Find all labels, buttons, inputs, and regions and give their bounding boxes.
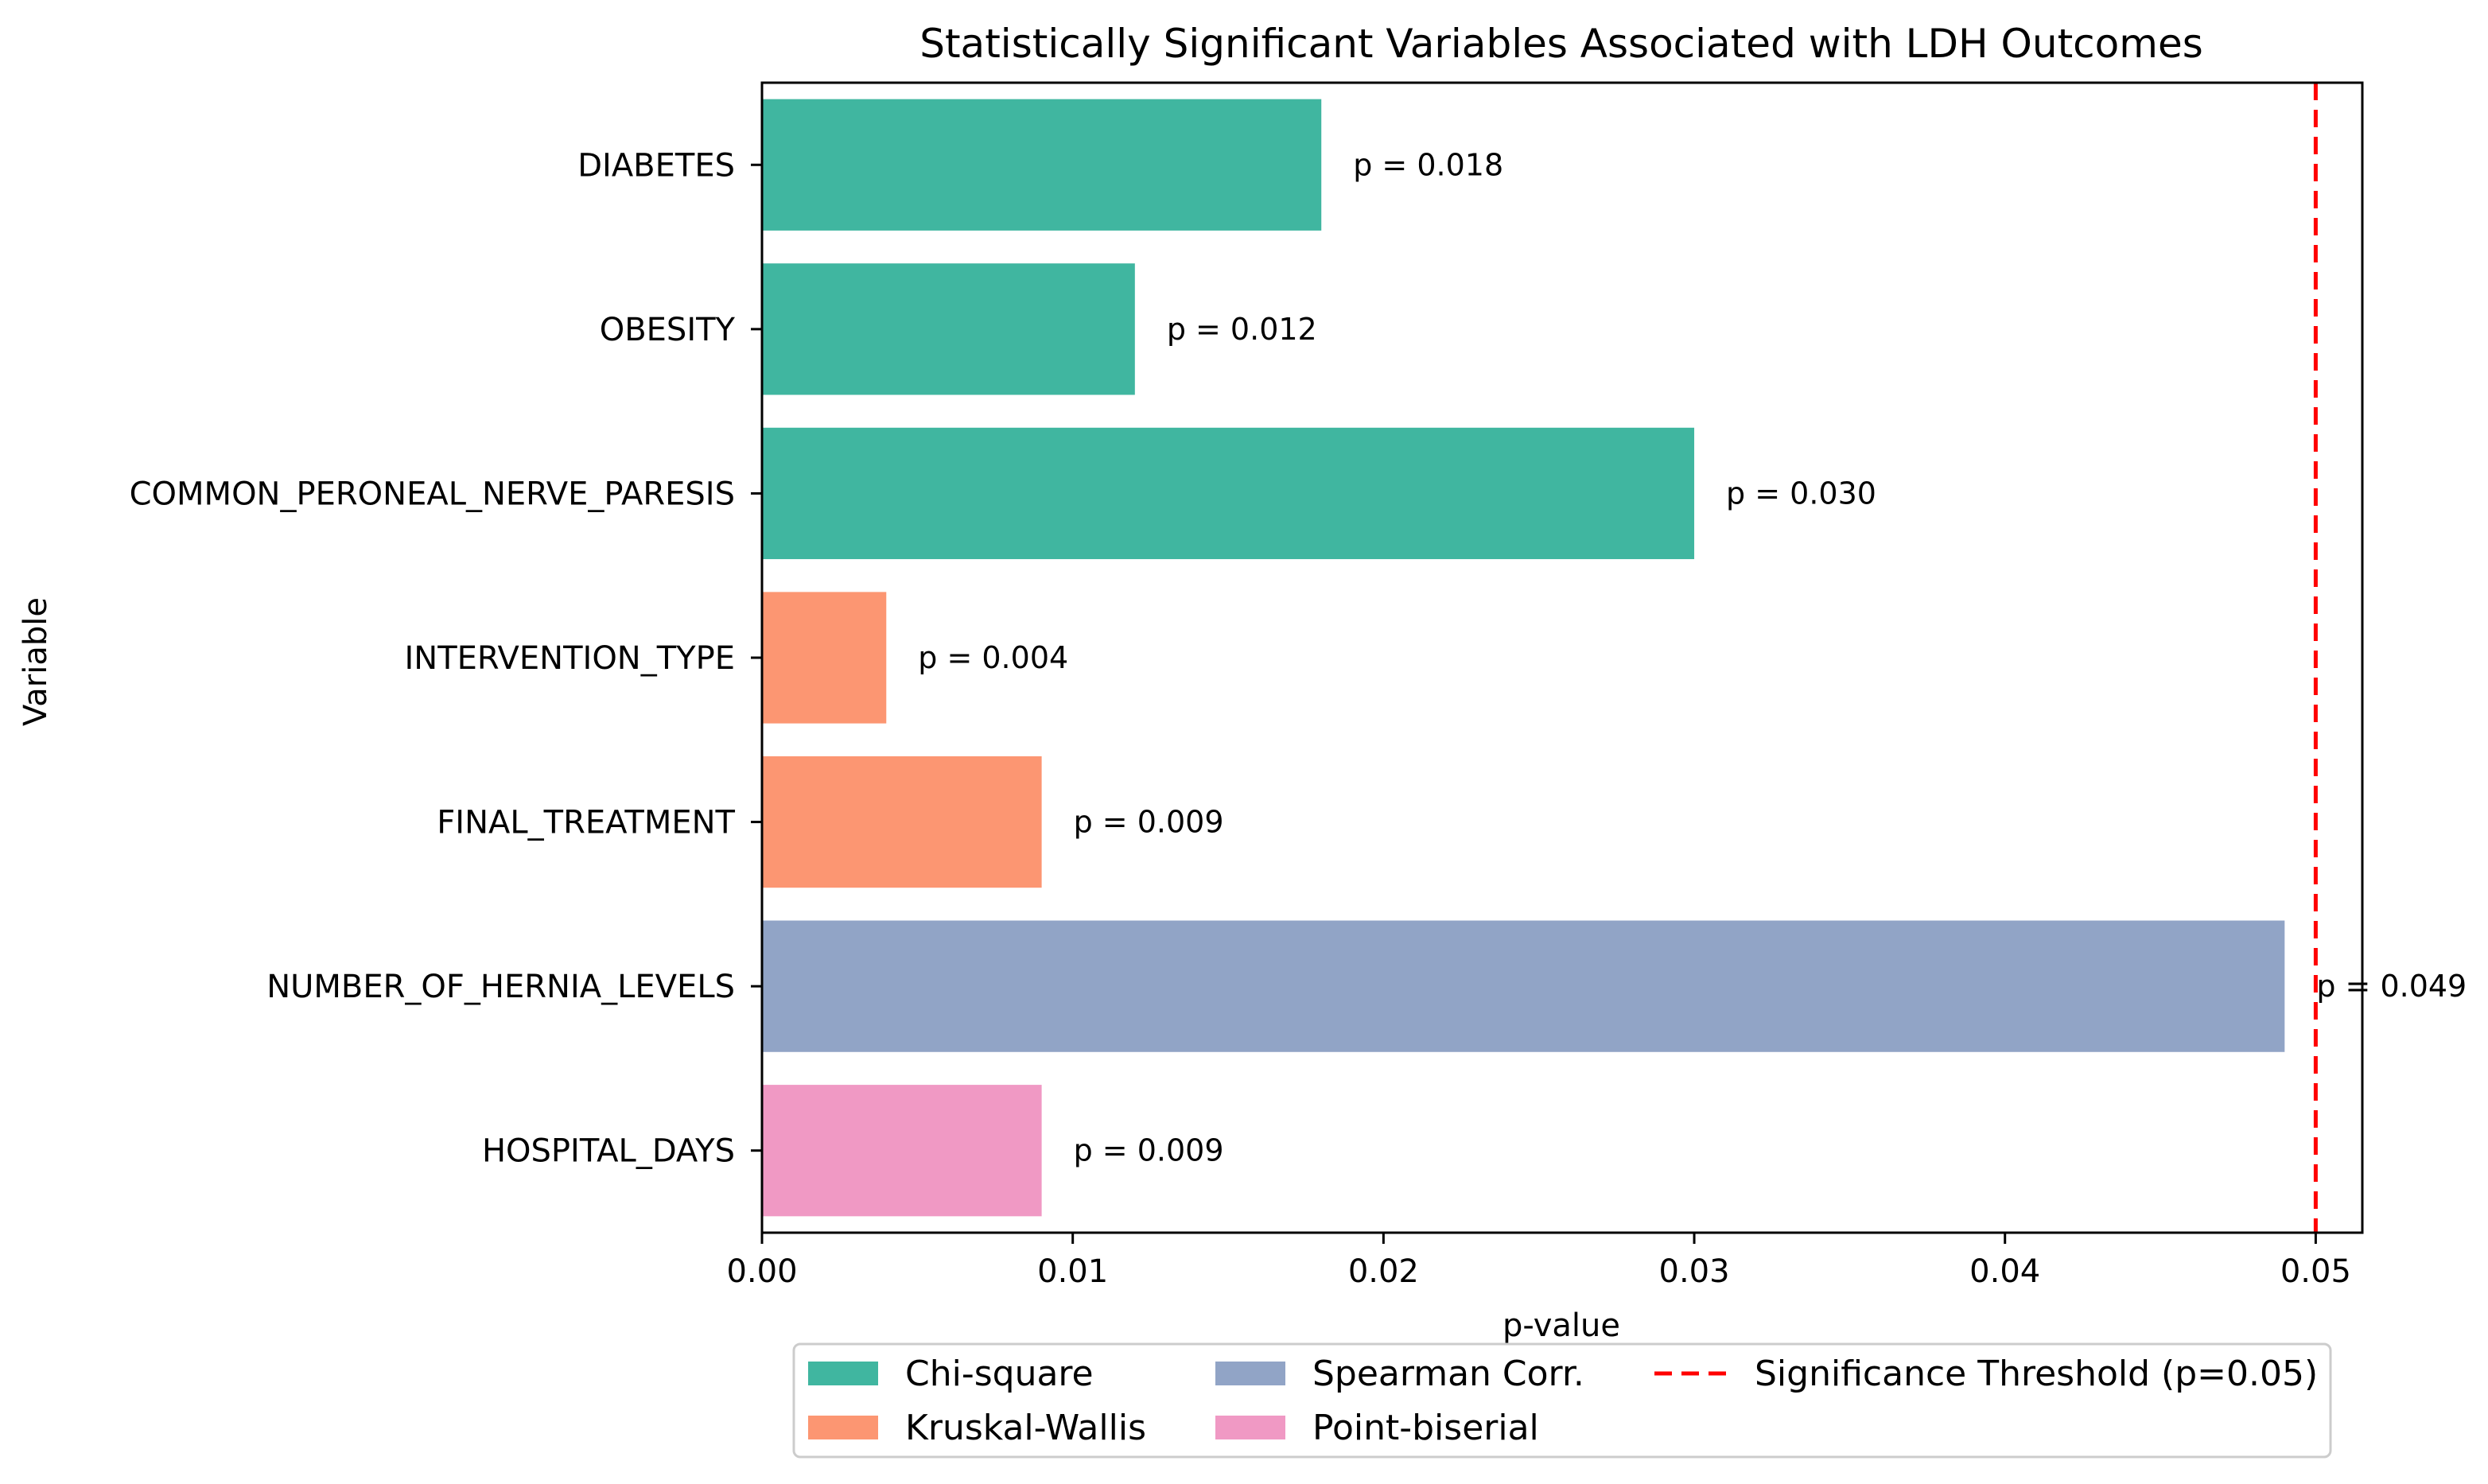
legend-label-point-biserial: Point-biserial [1312,1408,1539,1448]
data-label-final-treatment: p = 0.009 [1074,805,1224,840]
legend: Chi-square Kruskal-Wallis Spearman Corr.… [792,1342,2332,1459]
x-tick-label: 0.00 [726,1253,797,1290]
bar-number-of-hernia-levels [762,920,2285,1052]
y-tick-label-number-of-hernia-levels: NUMBER_OF_HERNIA_LEVELS [266,969,735,1005]
bar-diabetes [762,99,1322,231]
chart-title: Statistically Significant Variables Asso… [919,21,2203,67]
x-tick-label: 0.03 [1659,1253,1730,1290]
bar-final-treatment [762,756,1042,888]
data-label-hospital-days: p = 0.009 [1074,1133,1224,1168]
x-axis-label: p-value [1503,1307,1620,1344]
bar-hospital-days [762,1085,1042,1217]
legend-label-spearman: Spearman Corr. [1312,1354,1584,1394]
data-label-number-of-hernia-levels: p = 0.049 [2316,969,2467,1004]
x-tick-label: 0.02 [1348,1253,1419,1290]
y-axis-label: Variable [17,597,54,726]
legend-label-kruskal-wallis: Kruskal-Wallis [905,1408,1146,1448]
legend-frame [792,1342,2332,1459]
y-tick-label-intervention-type: INTERVENTION_TYPE [405,640,736,677]
legend-label-chi-square: Chi-square [905,1354,1094,1394]
x-tick-label: 0.01 [1037,1253,1108,1290]
y-tick-label-diabetes: DIABETES [577,147,735,184]
y-tick-label-obesity: OBESITY [600,312,736,348]
legend-swatch-chi-square [808,1362,878,1385]
x-tick-label: 0.04 [1969,1253,2040,1290]
legend-swatch-spearman [1215,1362,1285,1385]
legend-label-threshold: Significance Threshold (p=0.05) [1755,1354,2318,1394]
x-axis-ticks: 0.00 0.01 0.02 0.03 0.04 0.05 [726,1233,2351,1290]
y-tick-label-common-peroneal-nerve-paresis: COMMON_PERONEAL_NERVE_PARESIS [130,476,735,512]
plot-frame [760,81,2364,1234]
data-label-diabetes: p = 0.018 [1353,147,1503,182]
bar-intervention-type [762,592,887,724]
y-tick-label-hospital-days: HOSPITAL_DAYS [482,1133,735,1170]
x-tick-label: 0.05 [2280,1253,2351,1290]
bars-group: p = 0.018 p = 0.012 p = 0.030 p = 0.004 p = … [762,99,2467,1217]
data-label-intervention-type: p = 0.004 [918,640,1068,675]
y-axis-ticks: DIABETES OBESITY COMMON_PERONEAL_NERVE_PAR… [130,147,762,1170]
legend-swatch-kruskal-wallis [808,1416,878,1439]
bar-obesity [762,263,1135,395]
bar-common-peroneal-nerve-paresis [762,427,1695,560]
y-tick-label-final-treatment: FINAL_TREATMENT [437,805,735,841]
data-label-common-peroneal-nerve-paresis: p = 0.030 [1726,476,1876,511]
legend-swatch-point-biserial [1215,1416,1285,1439]
data-label-obesity: p = 0.012 [1167,312,1317,347]
